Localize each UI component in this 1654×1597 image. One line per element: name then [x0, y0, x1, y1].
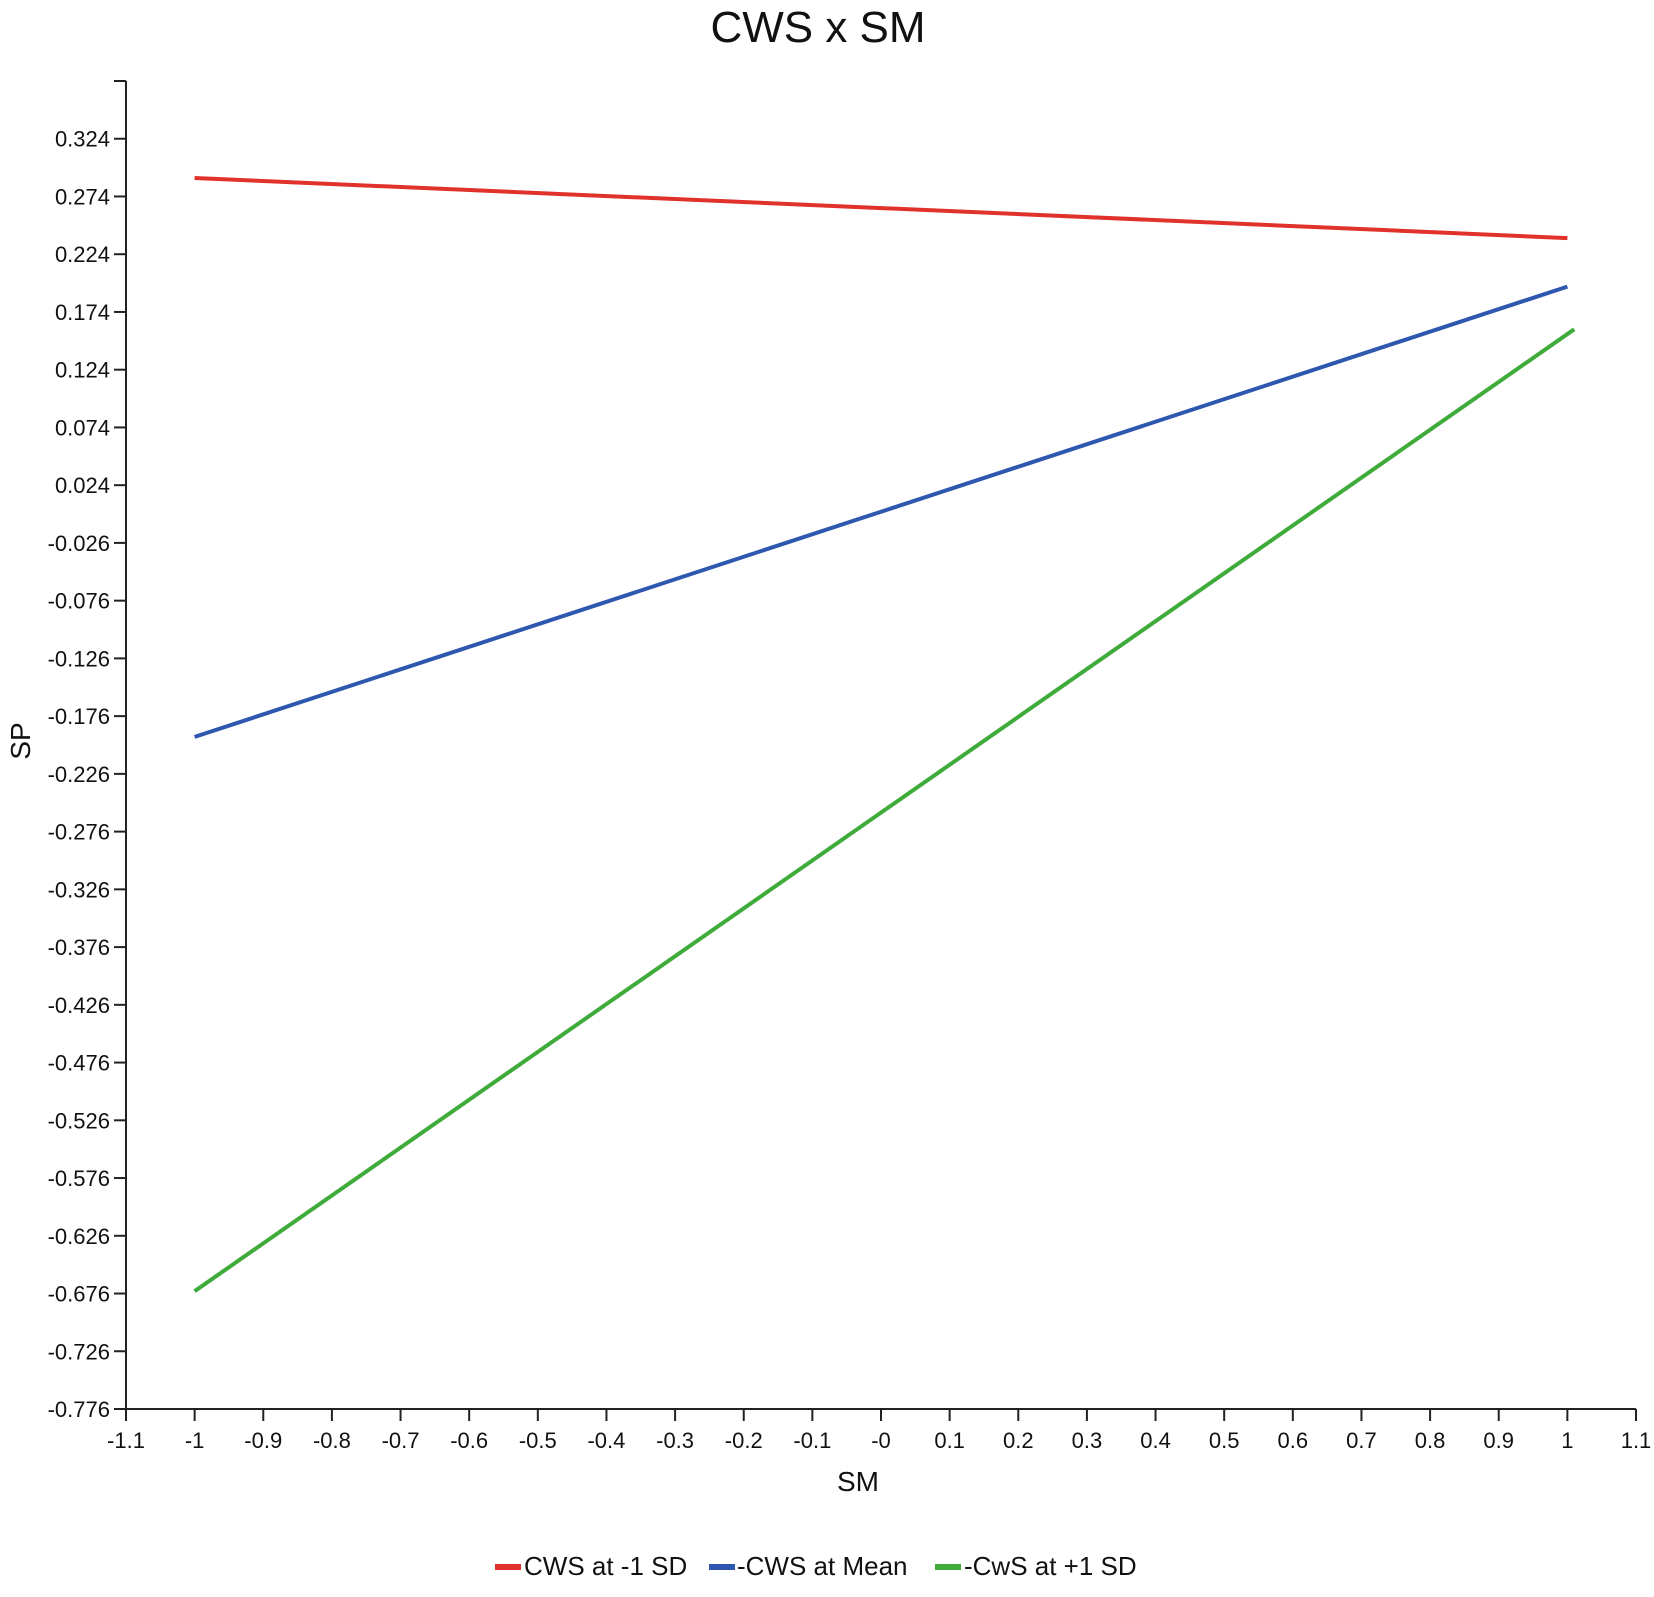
y-tick-label: -0.726: [48, 1339, 110, 1364]
y-tick-label: -0.626: [48, 1224, 110, 1249]
y-tick-label: 0.024: [55, 473, 110, 498]
x-tick-label: 0.8: [1415, 1428, 1446, 1453]
y-tick-label: -0.376: [48, 935, 110, 960]
y-tick-label: -0.176: [48, 704, 110, 729]
y-tick-label: -0.126: [48, 646, 110, 671]
y-tick-label: 0.124: [55, 358, 110, 383]
x-tick-label: -0.2: [725, 1428, 763, 1453]
x-tick-label: 0.6: [1278, 1428, 1309, 1453]
series-line-3: [193, 327, 1576, 1293]
x-tick-label: -0: [871, 1428, 891, 1453]
y-tick-label: -0.076: [48, 589, 110, 614]
y-tick-label: -0.526: [48, 1108, 110, 1133]
x-tick-label: -0.9: [244, 1428, 282, 1453]
y-tick-label: 0.224: [55, 242, 110, 267]
x-tick-label: -0.6: [450, 1428, 488, 1453]
x-tick-label: -1.1: [107, 1428, 145, 1453]
y-tick-label: -0.026: [48, 531, 110, 556]
y-tick-label: -0.276: [48, 820, 110, 845]
x-tick-label: 1.1: [1621, 1428, 1652, 1453]
y-tick-label: -0.326: [48, 877, 110, 902]
legend-label-1: CWS at -1 SD: [524, 1551, 687, 1581]
legend-label-2: -CWS at Mean: [737, 1551, 908, 1581]
y-axis-label: SP: [5, 722, 36, 759]
x-tick-label: 1: [1561, 1428, 1573, 1453]
x-tick-label: 0.3: [1072, 1428, 1103, 1453]
x-axis-label: SM: [837, 1466, 879, 1497]
y-tick-label: 0.274: [55, 184, 110, 209]
x-tick-label: -1: [185, 1428, 205, 1453]
x-tick-label: -0.1: [793, 1428, 831, 1453]
legend-label-3: -CwS at +1 SD: [964, 1551, 1137, 1581]
chart-title: CWS x SM: [710, 3, 925, 52]
y-tick-label: 0.174: [55, 300, 110, 325]
series-line-1: [194, 176, 1568, 241]
x-tick-label: -0.4: [587, 1428, 625, 1453]
x-tick-label: -0.5: [519, 1428, 557, 1453]
y-tick-label: 0.324: [55, 127, 110, 152]
x-tick-label: 0.7: [1346, 1428, 1377, 1453]
x-tick-label: -0.3: [656, 1428, 694, 1453]
legend: CWS at -1 SD -CWS at Mean -CwS at +1 SD: [495, 1551, 1137, 1581]
y-tick-label: -0.676: [48, 1282, 110, 1307]
y-tick-label: -0.776: [48, 1397, 110, 1422]
x-tick-label: 0.1: [934, 1428, 965, 1453]
y-tick-label: -0.576: [48, 1166, 110, 1191]
x-tick-label: 0.2: [1003, 1428, 1034, 1453]
y-tick-label: 0.074: [55, 415, 110, 440]
series-line-2: [193, 284, 1569, 739]
y-tick-label: -0.226: [48, 762, 110, 787]
x-tick-label: 0.5: [1209, 1428, 1240, 1453]
y-tick-label: -0.426: [48, 993, 110, 1018]
x-tick-label: 0.4: [1140, 1428, 1171, 1453]
x-tick-label: -0.7: [382, 1428, 420, 1453]
y-tick-label: -0.476: [48, 1051, 110, 1076]
plot-area: 0.324 0.274 0.224 0.174 0.124 0.074 0.024 -0.02…: [48, 80, 1652, 1453]
x-tick-label: -0.8: [313, 1428, 351, 1453]
x-tick-label: 0.9: [1483, 1428, 1514, 1453]
